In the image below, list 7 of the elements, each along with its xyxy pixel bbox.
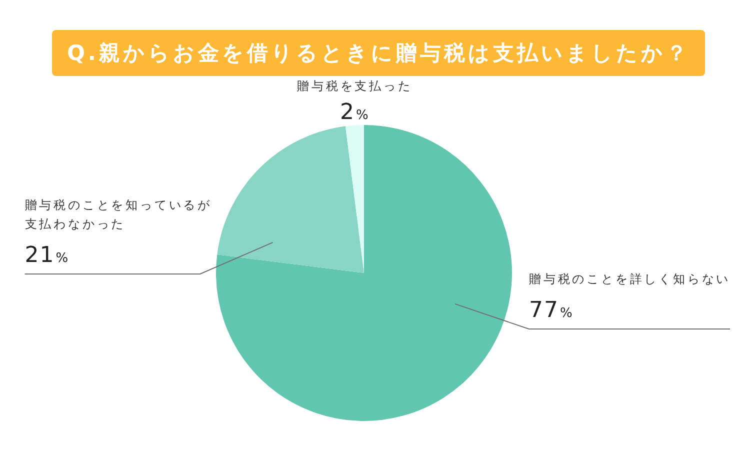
slice-label: 贈与税のことを詳しく知らない — [528, 272, 731, 286]
data-label: 2% — [340, 100, 370, 125]
slice-label: 贈与税のことを知っているが支払わなかった — [24, 198, 212, 232]
slice-label: 贈与税を支払った — [297, 79, 412, 94]
chart-title: Q.親からお金を借りるときに贈与税は支払いましたか？ — [67, 40, 690, 67]
data-label: 77% — [528, 298, 574, 323]
data-label: 21% — [24, 243, 70, 268]
